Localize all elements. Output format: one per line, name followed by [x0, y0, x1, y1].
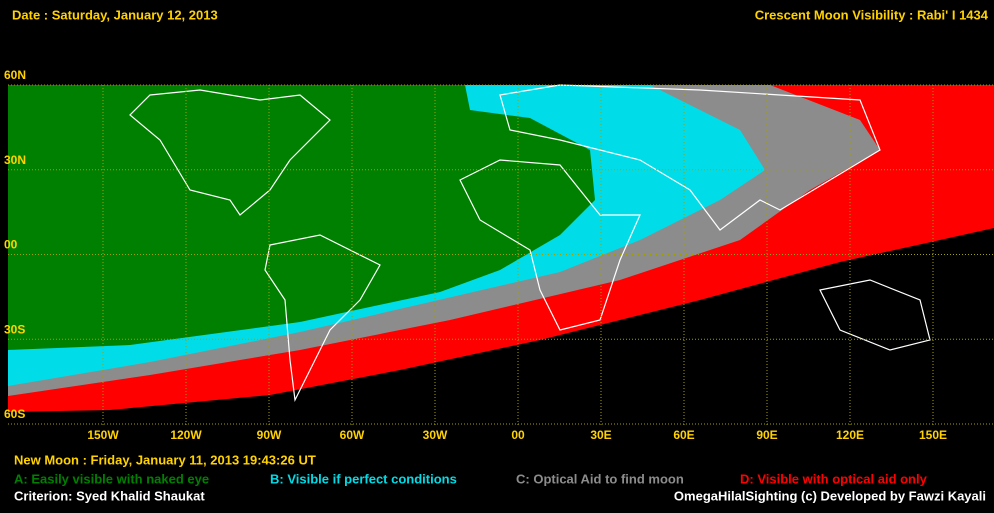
latitude-label: 60N: [4, 68, 26, 82]
longitude-label: 150E: [919, 428, 947, 442]
longitude-label: 150W: [87, 428, 119, 442]
longitude-label: 00: [511, 428, 525, 442]
legend-item: B: Visible if perfect conditions: [270, 471, 457, 486]
latitude-label: 00: [4, 238, 18, 252]
new-moon: New Moon : Friday, January 11, 2013 19:4…: [14, 452, 316, 467]
longitude-label: 90E: [756, 428, 777, 442]
date: Date : Saturday, January 12, 2013: [12, 7, 218, 22]
longitude-label: 120E: [836, 428, 864, 442]
longitude-label: 60E: [673, 428, 694, 442]
latitude-label: 60S: [4, 407, 25, 421]
longitude-label: 30W: [423, 428, 448, 442]
title: Crescent Moon Visibility : Rabi' I 1434: [755, 7, 989, 22]
longitude-label: 90W: [257, 428, 282, 442]
longitude-label: 60W: [340, 428, 365, 442]
criterion: Criterion: Syed Khalid Shaukat: [14, 488, 205, 503]
legend-item: A: Easily visible with naked eye: [14, 471, 209, 486]
australia: [819, 279, 931, 351]
graticule: 60N 30N 00 30S 60S 150W 120W 90W 60W 30W 00 30E 60E 9…: [4, 68, 994, 442]
credit: OmegaHilalSighting (c) Developed by Fawz…: [674, 488, 986, 503]
latitude-label: 30S: [4, 322, 25, 336]
africa: [459, 159, 641, 331]
longitude-label: 120W: [170, 428, 202, 442]
zone-a: [8, 85, 595, 350]
zones: [8, 85, 994, 412]
legend-item: D: Visible with optical aid only: [740, 471, 928, 486]
legend-item: C: Optical Aid to find moon: [516, 471, 684, 486]
eurasia: [499, 84, 881, 231]
latitude-label: 30N: [4, 153, 26, 167]
longitude-label: 30E: [590, 428, 611, 442]
north-america: [129, 89, 331, 216]
